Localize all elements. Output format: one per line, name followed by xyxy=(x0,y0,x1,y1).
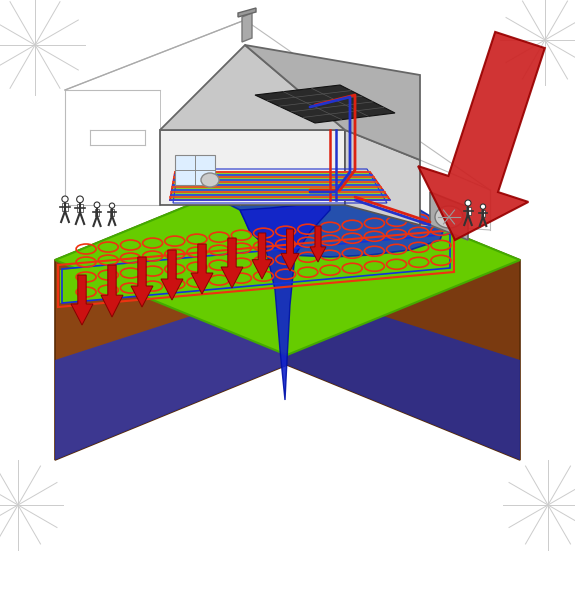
Polygon shape xyxy=(281,229,299,271)
Circle shape xyxy=(62,196,68,202)
Polygon shape xyxy=(71,275,93,325)
Circle shape xyxy=(94,202,100,208)
Polygon shape xyxy=(55,165,287,460)
Polygon shape xyxy=(161,250,183,300)
Polygon shape xyxy=(55,285,287,460)
Polygon shape xyxy=(131,257,153,307)
Polygon shape xyxy=(221,238,243,288)
Circle shape xyxy=(109,203,114,208)
Polygon shape xyxy=(238,8,256,17)
Polygon shape xyxy=(95,209,99,216)
Polygon shape xyxy=(287,285,520,460)
Polygon shape xyxy=(255,85,395,123)
Polygon shape xyxy=(160,130,345,205)
Polygon shape xyxy=(205,160,445,257)
Circle shape xyxy=(480,204,486,209)
Polygon shape xyxy=(345,130,420,225)
Polygon shape xyxy=(110,209,114,216)
Polygon shape xyxy=(466,207,470,214)
Polygon shape xyxy=(418,32,545,240)
Polygon shape xyxy=(63,203,68,211)
Polygon shape xyxy=(240,205,330,400)
Ellipse shape xyxy=(435,206,463,228)
Polygon shape xyxy=(160,45,345,130)
Polygon shape xyxy=(481,210,485,217)
Polygon shape xyxy=(430,192,468,240)
Polygon shape xyxy=(245,45,420,160)
Polygon shape xyxy=(55,165,520,355)
Polygon shape xyxy=(191,244,213,294)
Circle shape xyxy=(465,200,471,206)
Polygon shape xyxy=(242,13,252,42)
Ellipse shape xyxy=(201,173,219,187)
Polygon shape xyxy=(287,165,520,460)
Polygon shape xyxy=(175,155,215,185)
Circle shape xyxy=(76,196,83,203)
Polygon shape xyxy=(310,226,326,262)
Polygon shape xyxy=(101,265,123,317)
Polygon shape xyxy=(170,172,390,200)
Polygon shape xyxy=(252,233,272,279)
Polygon shape xyxy=(77,204,83,212)
Polygon shape xyxy=(60,235,452,303)
